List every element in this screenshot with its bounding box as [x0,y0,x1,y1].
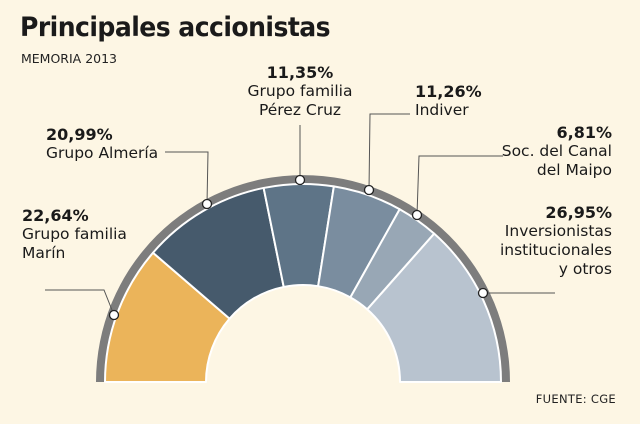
label-indiver: 11,26% Indiver [415,82,482,120]
slice-value: 20,99% [46,125,113,144]
slice-name: institucionales [499,241,612,259]
slice-name: Grupo familia [22,225,127,243]
leader-line-soc-del-canal-del-maipo [416,155,503,216]
label-grupo-familia-marin: 22,64% Grupo familia Marín [22,206,127,263]
leader-dot-grupo-familia-perez-cruz [294,174,306,186]
slice-name: Inversionistas [504,222,612,240]
slice-name: Pérez Cruz [258,101,342,119]
chart-subtitle: MEMORIA 2013 [21,51,118,66]
leader-line-grupo-almeria [165,151,209,205]
label-grupo-familia-perez-cruz: 11,35% Grupo familia Pérez Cruz [248,63,353,120]
label-soc-del-canal-del-maipo: 6,81% Soc. del Canal del Maipo [502,123,612,180]
slice-inversionistas-institucionales-y-otros [366,232,502,383]
slice-name: Grupo Almería [46,144,159,162]
source-note: FUENTE: CGE [535,392,616,406]
slice-name: Soc. del Canal [501,142,612,160]
leader-dot-grupo-familia-marin [108,309,120,321]
leader-line-indiver [368,113,410,191]
slice-value: 26,95% [545,203,612,222]
slice-name: y otros [558,260,612,278]
slice-value: 11,26% [415,82,482,101]
label-inversionistas-institucionales-y-otros: 26,95% Inversionistas institucionales y otr… [500,203,612,279]
leader-dot-inversionistas-institucionales-y-otros [477,287,489,299]
leader-dot-soc-del-canal-del-maipo [411,209,423,221]
leader-dot-indiver [363,184,375,196]
leader-line-grupo-familia-marin [45,289,115,316]
slice-name: del Maipo [536,161,612,179]
slice-name: Indiver [415,101,469,119]
leader-dot-grupo-almeria [201,198,213,210]
slice-name: Marín [22,244,66,262]
slice-name: Grupo familia [247,82,353,100]
slice-value: 22,64% [22,206,89,225]
chart-title: Principales accionistas [20,12,331,43]
label-grupo-almeria: 20,99% Grupo Almería [46,125,158,163]
slice-value: 11,35% [266,63,334,82]
slice-value: 6,81% [556,123,612,142]
